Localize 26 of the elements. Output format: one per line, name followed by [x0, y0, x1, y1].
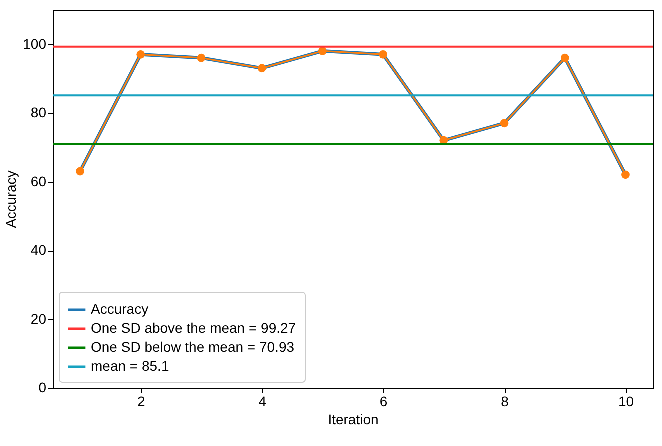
- legend-label: One SD above the mean = 99.27: [91, 320, 296, 336]
- point: [197, 54, 206, 62]
- y-tick-label: 40: [30, 242, 47, 258]
- y-tick-label: 60: [30, 173, 47, 190]
- point: [258, 64, 266, 73]
- x-tick-label: 4: [258, 394, 267, 410]
- point: [76, 167, 84, 176]
- x-tick-label: 2: [137, 394, 146, 410]
- legend-label: mean = 85.1: [91, 358, 170, 374]
- x-tick-label: 6: [380, 394, 388, 410]
- legend-label: Accuracy: [91, 301, 149, 317]
- point: [379, 50, 388, 59]
- y-tick-label: 20: [30, 310, 47, 327]
- point: [318, 47, 327, 56]
- point: [500, 119, 509, 128]
- x-tick-label: 10: [618, 394, 634, 410]
- point: [622, 170, 630, 180]
- point: [136, 50, 146, 59]
- x-axis-title: Iteration: [328, 412, 379, 428]
- point: [560, 54, 570, 62]
- legend-label: One SD below the mean = 70.93: [91, 339, 295, 355]
- y-tick-label: 0: [38, 380, 47, 396]
- x-tick-label: 8: [501, 394, 510, 410]
- y-tick-label: 80: [30, 104, 47, 121]
- y-axis-title: Accuracy: [3, 170, 20, 228]
- y-tick-label: 100: [23, 36, 47, 52]
